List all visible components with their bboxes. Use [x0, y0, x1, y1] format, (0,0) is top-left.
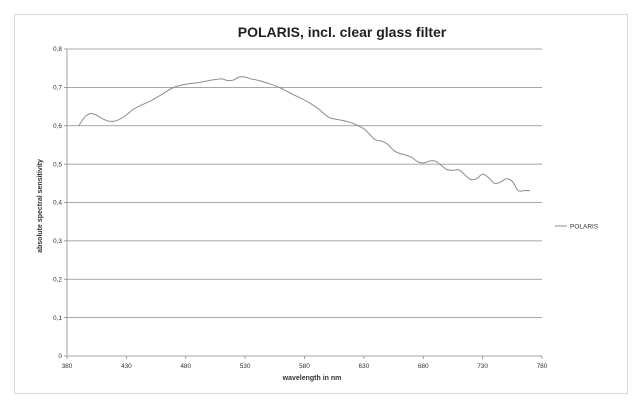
x-tick-labels: 380 430 480 530 580 630 680 730 780: [62, 363, 548, 370]
y-tick-label: 0,8: [53, 46, 62, 53]
line-chart: POLARIS, incl. clear glass filter 0 0,1 0,…: [37, 24, 599, 382]
y-tick-label: 0: [58, 353, 62, 360]
chart-title: POLARIS, incl. clear glass filter: [238, 24, 447, 40]
x-tick-label: 530: [240, 363, 251, 370]
y-tick-label: 0,5: [53, 161, 62, 168]
chart-frame: POLARIS, incl. clear glass filter 0 0,1 0,…: [14, 14, 628, 394]
series-points: [79, 77, 530, 191]
y-tick-label: 0,6: [53, 123, 62, 130]
y-tick-label: 0,7: [53, 85, 62, 92]
y-tick-label: 0,1: [53, 315, 62, 322]
y-tick-label: 0,3: [53, 238, 62, 245]
x-tick-label: 630: [358, 363, 369, 370]
y-tick-label: 0,4: [53, 200, 62, 207]
x-tick-label: 780: [537, 363, 548, 370]
y-axis-label: absolute spectral sensitivity: [37, 159, 44, 253]
x-axis-label: wavelength in nm: [282, 375, 342, 382]
x-tick-label: 480: [180, 363, 191, 370]
x-tick-label: 430: [121, 363, 132, 370]
axes: [64, 48, 543, 359]
legend: POLARIS: [555, 224, 599, 231]
legend-label: POLARIS: [570, 224, 599, 231]
x-tick-label: 680: [418, 363, 429, 370]
x-tick-label: 730: [477, 363, 488, 370]
x-tick-label: 580: [299, 363, 310, 370]
y-tick-label: 0,2: [53, 276, 62, 283]
y-tick-labels: 0 0,1 0,2 0,3 0,4 0,5 0,6 0,7 0,8: [53, 46, 62, 360]
series-line-polaris: [78, 76, 531, 192]
x-tick-label: 380: [62, 363, 73, 370]
series-layer: [78, 76, 531, 192]
gridlines: [67, 48, 542, 319]
